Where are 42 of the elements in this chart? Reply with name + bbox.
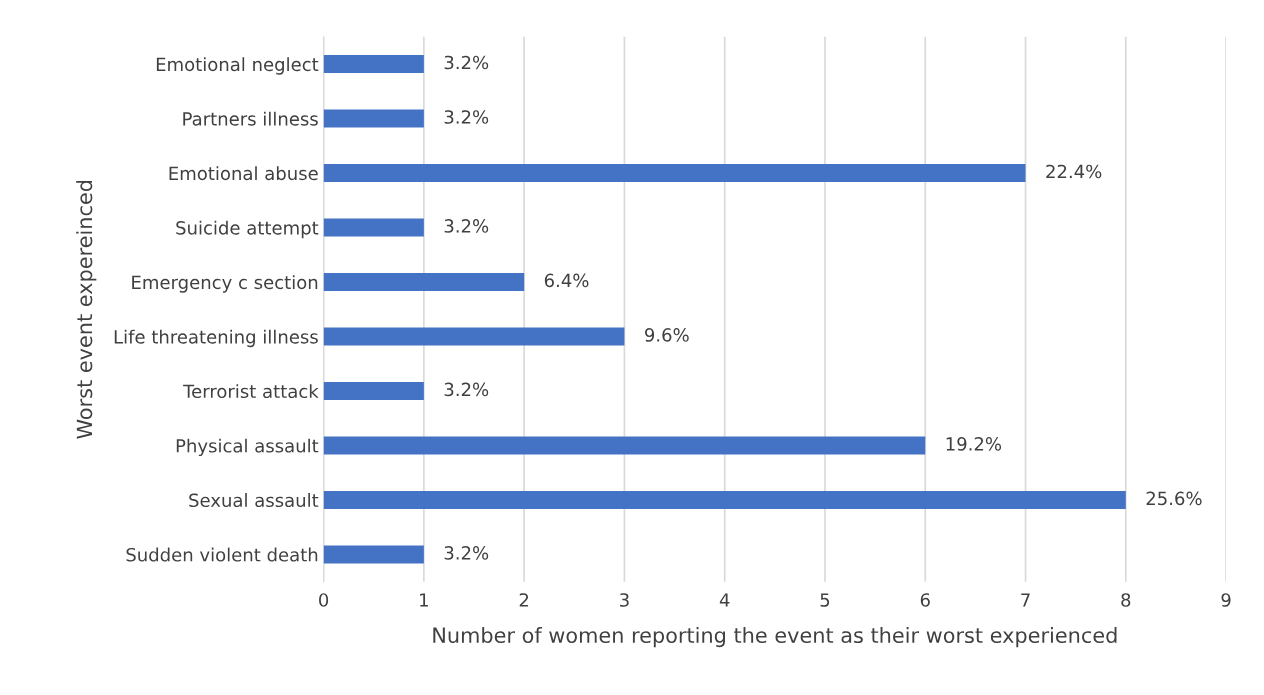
y-tick-label: Emotional abuse	[169, 166, 318, 181]
annotation: 3.2%	[444, 219, 489, 233]
bar	[323, 55, 424, 74]
y-tick-label: Emotional neglect	[156, 57, 319, 75]
bar	[323, 327, 625, 346]
bar	[323, 218, 424, 237]
y-tick-label: Emergency c section	[132, 275, 318, 293]
annotation: 6.4%	[544, 273, 589, 288]
y-tick-label: Sexual assault	[189, 493, 319, 508]
y-tick-label: Physical assault	[176, 438, 319, 457]
y-tick-label: Life threatening illness	[114, 329, 318, 348]
y-axis-title: Worst event expereinced	[76, 180, 97, 439]
x-tick-label: 9	[1221, 593, 1231, 607]
annotation: 9.6%	[645, 328, 689, 342]
bar	[323, 109, 424, 128]
y-tick-label: Partners illness	[183, 111, 318, 126]
bar	[323, 490, 1126, 509]
x-tick-label: 7	[1021, 593, 1030, 607]
annotation: 22.4%	[1046, 164, 1102, 179]
bar	[323, 164, 1026, 183]
x-tick-label: 3	[620, 593, 629, 607]
annotation: 3.2%	[444, 546, 489, 560]
x-tick-label: 2	[519, 593, 529, 607]
annotation: 3.2%	[444, 55, 489, 70]
annotation: 25.6%	[1146, 491, 1202, 506]
x-tick-label: 8	[1121, 593, 1131, 607]
y-tick-label: Terrorist attack	[183, 384, 319, 399]
x-tick-label: 1	[420, 593, 428, 607]
x-tick-label: 5	[820, 593, 830, 607]
bar	[323, 382, 424, 400]
annotation: 3.2%	[444, 110, 489, 124]
annotation: 19.2%	[946, 437, 1002, 451]
x-tick-label: 6	[920, 593, 930, 607]
x-tick-label: 4	[719, 593, 730, 607]
x-tick-label: 0	[319, 593, 329, 607]
annotation: 3.2%	[444, 382, 489, 397]
y-tick-label: Sudden violent death	[126, 547, 318, 562]
bar	[323, 545, 424, 564]
x-axis-title: Number of women reporting the event as their worst experienced	[433, 626, 1117, 648]
bar	[323, 436, 926, 455]
y-tick-label: Suicide attempt	[176, 220, 319, 239]
bar	[323, 273, 525, 292]
